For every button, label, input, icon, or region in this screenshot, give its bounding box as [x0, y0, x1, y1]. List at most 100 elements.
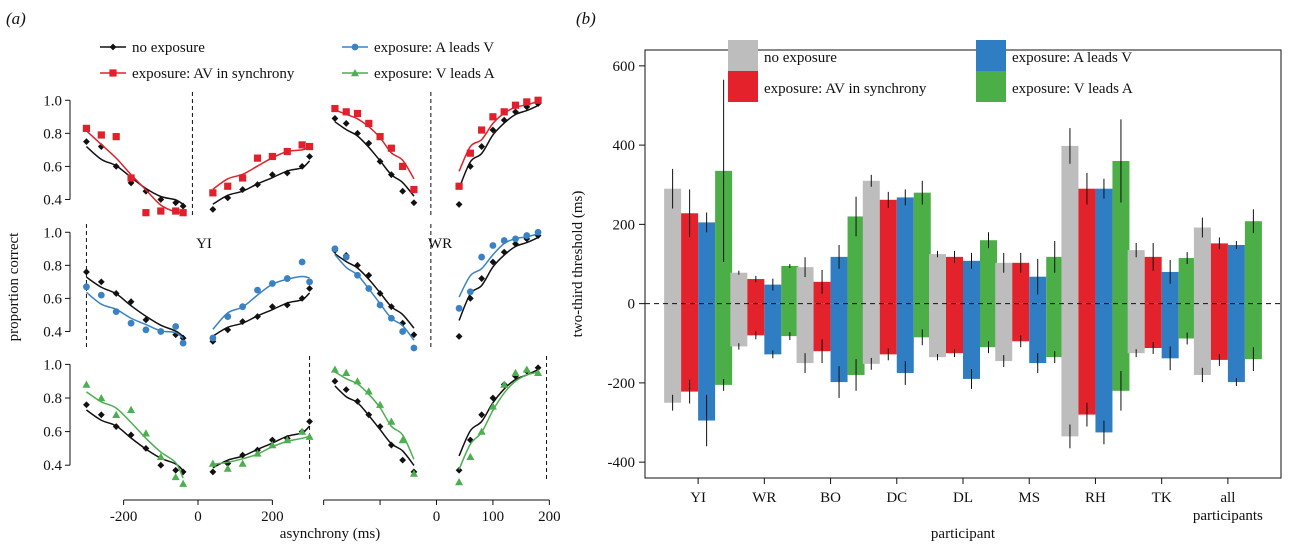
participant-label: WR	[428, 236, 452, 252]
data-point-none	[283, 169, 291, 177]
data-point-sync	[179, 209, 187, 217]
data-point-sync	[534, 96, 542, 104]
bar-neg-bar_none	[995, 303, 1013, 362]
fit-curve-v_leads	[334, 371, 415, 460]
subplot-yi-row0	[82, 92, 314, 217]
fit-curve-none	[334, 253, 415, 329]
x-tick-label: RH	[1085, 490, 1106, 506]
data-point-v_leads	[398, 436, 407, 444]
fit-curve-none	[86, 409, 184, 472]
bar-neg-bar_sync	[747, 303, 765, 336]
bar-pos-bar_a	[830, 256, 848, 304]
x-tick-label: BO	[820, 490, 841, 506]
data-point-none	[489, 126, 497, 134]
data-point-v_leads	[500, 380, 509, 388]
data-point-v_leads	[364, 387, 373, 395]
data-point-none	[239, 451, 247, 459]
bar-pos-bar_none	[796, 267, 814, 304]
y-tick-label: 600	[613, 59, 636, 75]
bar-pos-bar_none	[929, 254, 946, 304]
data-point-a_leads	[283, 275, 291, 282]
data-point-none	[365, 411, 373, 419]
data-point-a_leads	[376, 301, 384, 309]
bar-pos-bar_v	[913, 192, 931, 304]
fit-curve-none	[334, 385, 415, 466]
data-point-none	[172, 199, 180, 207]
data-point-sync	[478, 126, 486, 134]
bar-pos-bar_a	[764, 284, 782, 304]
x-tick-label: 100	[482, 509, 505, 525]
data-point-sync	[112, 133, 120, 141]
data-point-none	[209, 468, 217, 476]
data-point-none	[512, 240, 519, 248]
data-point-sync	[523, 98, 531, 106]
bar-neg-bar_a	[1227, 303, 1245, 383]
data-point-sync	[466, 149, 474, 157]
legend-item-bar_sync: exposure: AV in synchrony	[728, 71, 927, 102]
legend-item-sync: exposure: AV in synchrony	[100, 66, 295, 82]
data-point-none	[331, 115, 339, 122]
bar-neg-bar_none	[730, 303, 748, 347]
y-tick-label: 200	[613, 217, 636, 233]
data-point-v_leads	[97, 394, 106, 402]
data-point-sync	[399, 162, 407, 170]
data-point-a_leads	[331, 245, 339, 253]
bar-pos-bar_a	[1227, 244, 1245, 304]
x-tick-label: -200	[110, 509, 138, 525]
bar-pos-bar_none	[1193, 227, 1211, 304]
legend-item-v_leads: exposure: V leads A	[342, 66, 495, 82]
data-point-sync	[387, 144, 395, 152]
bar-neg-bar_none	[1193, 303, 1211, 375]
data-point-sync	[365, 119, 373, 128]
data-point-none	[112, 290, 120, 297]
fit-curve-sync	[212, 146, 310, 190]
bar-neg-bar_sync	[813, 303, 831, 352]
legend-label: exposure: A leads V	[1012, 50, 1132, 66]
bar-pos-bar_sync	[1210, 243, 1228, 304]
data-point-none	[466, 163, 474, 170]
legend-item-bar_none: no exposure	[728, 40, 837, 71]
y-tick-label: 400	[613, 138, 636, 154]
bar-group-8: all participants	[1193, 209, 1263, 524]
data-point-sync	[239, 174, 247, 182]
subplot-yi-row2: -200 0 200	[82, 356, 314, 525]
data-point-none	[331, 377, 339, 385]
bar-neg-bar_a	[896, 303, 914, 373]
data-point-sync	[500, 108, 508, 116]
bar-pos-bar_sync	[1078, 188, 1096, 304]
data-point-a_leads	[239, 303, 247, 311]
x-tick-label: WR	[752, 490, 776, 506]
x-tick-label: MS	[1018, 490, 1040, 506]
x-tick-label: 200	[261, 509, 284, 525]
x-tick-label: DC	[886, 490, 907, 506]
data-point-v_leads	[488, 402, 497, 410]
data-point-none	[455, 333, 463, 340]
bar-pos-bar_none	[1061, 145, 1079, 304]
data-point-none	[83, 268, 90, 276]
bar-pos-bar_sync	[681, 213, 699, 304]
data-point-v_leads	[511, 368, 520, 376]
bar-neg-bar_sync	[1144, 303, 1162, 349]
data-point-a_leads	[97, 291, 105, 299]
x-tick-label: 0	[433, 509, 441, 525]
bar-pos-bar_a	[1095, 188, 1113, 304]
data-point-sync	[209, 189, 217, 197]
y-tick-label: -200	[608, 376, 636, 392]
fit-curve-none	[86, 276, 184, 338]
data-point-v_leads	[283, 436, 292, 444]
fit-curve-a_leads	[85, 291, 184, 339]
data-point-none	[455, 201, 463, 208]
legend-marker	[351, 69, 359, 77]
bar-neg-bar_sync	[1012, 303, 1030, 342]
fit-curve-v_leads	[86, 391, 184, 479]
fit-curve-a_leads	[334, 254, 415, 341]
bar-neg-bar_none	[664, 303, 682, 403]
fit-curve-none	[85, 145, 184, 206]
bar-pos-bar_a	[896, 197, 914, 304]
bar-pos-bar_a	[1161, 271, 1179, 304]
fit-curve-v_leads	[458, 371, 539, 470]
data-point-a_leads	[306, 278, 313, 286]
bar-neg-bar_v	[715, 303, 733, 385]
data-point-v_leads	[298, 427, 307, 435]
